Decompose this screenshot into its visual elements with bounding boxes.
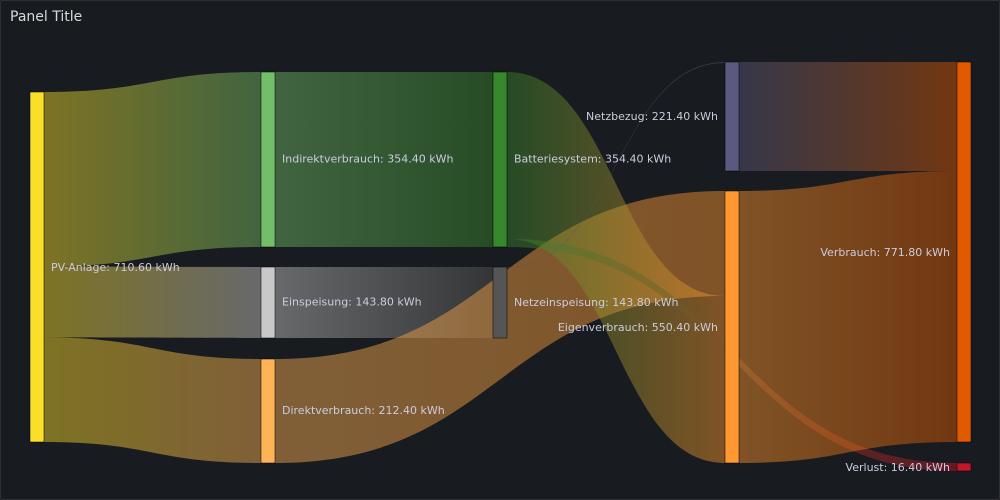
link-netzeinsp-netzbezug[interactable] [507,62,725,268]
node-label-pv: PV-Anlage: 710.60 kWh [51,261,180,274]
link-indirekt-batterie[interactable] [275,72,493,247]
node-verlust[interactable] [956,462,972,472]
node-einspeisung[interactable] [260,266,276,339]
node-label-indirekt: Indirektverbrauch: 354.40 kWh [282,153,453,166]
node-label-netzeinsp: Netzeinspeisung: 143.80 kWh [514,296,679,309]
node-label-eigen: Eigenverbrauch: 550.40 kWh [558,321,718,334]
link-pv-direkt[interactable] [44,337,261,463]
node-label-verlust: Verlust: 16.40 kWh [846,461,950,474]
node-indirekt[interactable] [260,71,276,248]
node-label-netzbezug: Netzbezug: 221.40 kWh [586,110,718,123]
labels-layer: PV-Anlage: 710.60 kWh Indirektverbrauch: … [51,110,950,474]
node-direkt[interactable] [260,358,276,464]
node-verbrauch[interactable] [956,61,972,443]
panel-title: Panel Title [10,9,83,25]
node-netzeinsp[interactable] [492,266,508,339]
node-batterie[interactable] [492,71,508,248]
link-eigen-verbrauch[interactable] [739,171,957,463]
link-netzbezug-verbrauch[interactable] [739,62,957,172]
node-label-batterie: Batteriesystem: 354.40 kWh [514,153,671,166]
node-label-verbrauch: Verbrauch: 771.80 kWh [820,246,950,259]
node-label-einspeisung: Einspeisung: 143.80 kWh [282,296,422,309]
node-label-direkt: Direktverbrauch: 212.40 kWh [282,404,445,417]
node-netzbezug[interactable] [724,61,740,172]
node-eigen[interactable] [724,190,740,464]
node-pv[interactable] [29,91,45,443]
link-pv-indirekt[interactable] [44,72,261,267]
nodes-layer [29,61,972,472]
link-pv-einspeisung[interactable] [44,266,261,338]
